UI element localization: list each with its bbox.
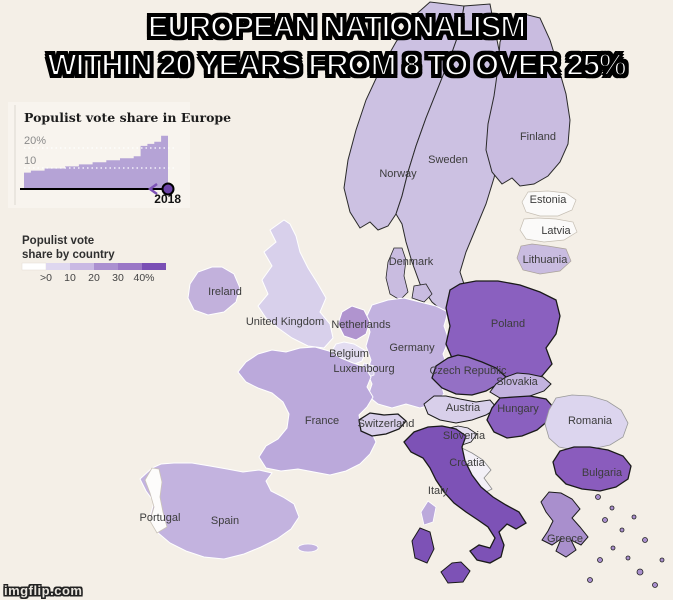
label-netherlands: Netherlands [331,319,391,331]
legend-seg-1 [46,263,70,270]
label-sweden: Sweden [428,154,468,166]
label-spain: Spain [211,515,239,527]
caption-line-2: WITHIN 20 YEARS FROM 8 TO OVER 25% [46,46,627,83]
meme-caption: EUROPEAN NATIONALISM WITHIN 20 YEARS FRO… [0,8,673,84]
country-corsica [420,500,437,526]
label-ireland: Ireland [208,286,242,298]
label-germany: Germany [389,342,435,354]
label-latvia: Latvia [541,225,571,237]
country-netherlands [337,305,371,341]
label-uk: United Kingdom [246,316,324,328]
country-denmark [385,247,409,301]
country-greece [540,491,589,558]
label-slovenia: Slovenia [443,430,486,442]
country-sicily [440,561,471,584]
label-czech: Czech Republic [429,365,507,377]
label-finland: Finland [520,131,556,143]
legend-tick-3: 30 [112,272,124,284]
label-norway: Norway [379,168,417,180]
xtick-2018: 2018 [154,192,181,206]
label-denmark: Denmark [389,256,434,268]
country-finland [485,13,571,187]
country-spain [139,462,300,560]
populist-area [24,135,168,189]
country-lithuania [516,243,572,275]
legend-tick-4: 40% [133,272,154,284]
country-france [237,346,377,476]
label-france: France [305,415,339,427]
label-slovakia: Slovakia [496,376,538,388]
legend-title-line2: share by country [22,249,115,261]
map-countries [139,1,665,588]
legend-tick-2: 20 [88,272,100,284]
legend-ticks: >0 10 20 30 40% [40,272,155,284]
label-switzerland: Switzerland [358,418,415,430]
legend-seg-5 [142,263,166,270]
label-italy: Italy [428,485,449,497]
end-dot [161,182,175,196]
country-sardinia [411,527,435,564]
country-bulgaria [552,446,632,492]
legend-seg-2 [70,263,94,270]
inset-chart: Populist vote share in Europe 20% 10 201… [8,102,231,208]
country-uk [257,219,334,349]
legend-title-line1: Populist vote [22,235,94,247]
caption-line-1: EUROPEAN NATIONALISM [147,8,527,45]
label-lithuania: Lithuania [523,254,569,266]
legend-seg-0 [21,262,47,271]
country-ireland [187,266,241,316]
country-slovakia [489,372,552,401]
legend-tick-1: 10 [64,272,76,284]
label-belgium: Belgium [329,348,369,360]
legend-seg-3 [94,263,118,270]
inset-chart-title: Populist vote share in Europe [24,110,231,125]
country-denmark-island [411,283,433,303]
country-romania [544,394,629,451]
country-latvia [519,217,578,243]
legend-seg-4 [118,263,142,270]
label-luxembourg: Luxembourg [333,363,394,375]
map-legend: Populist vote share by country >0 10 20 … [21,235,166,284]
country-italy [403,425,527,564]
map-labels: Norway Sweden Finland Denmark Estonia La… [140,131,624,545]
label-bulgaria: Bulgaria [582,467,623,479]
country-austria [423,395,498,424]
country-portugal [144,467,168,534]
country-balearics [297,543,319,553]
country-estonia [521,190,577,217]
end-arrow-icon [147,182,158,196]
country-switzerland [358,412,407,437]
label-croatia: Croatia [449,457,485,469]
country-czech [431,354,507,396]
ytick-20: 20% [24,135,46,147]
legend-tick-0: >0 [40,272,52,284]
label-portugal: Portugal [140,512,181,524]
label-greece: Greece [547,533,583,545]
label-estonia: Estonia [530,194,568,206]
label-poland: Poland [491,318,525,330]
country-hungary [486,395,555,439]
label-austria: Austria [446,402,481,414]
greek-islands [587,494,665,588]
label-hungary: Hungary [497,403,539,415]
ytick-10: 10 [24,155,36,167]
label-romania: Romania [568,415,613,427]
legend-gradient-bar [21,262,166,271]
imgflip-watermark: imgflip.com [4,583,83,598]
